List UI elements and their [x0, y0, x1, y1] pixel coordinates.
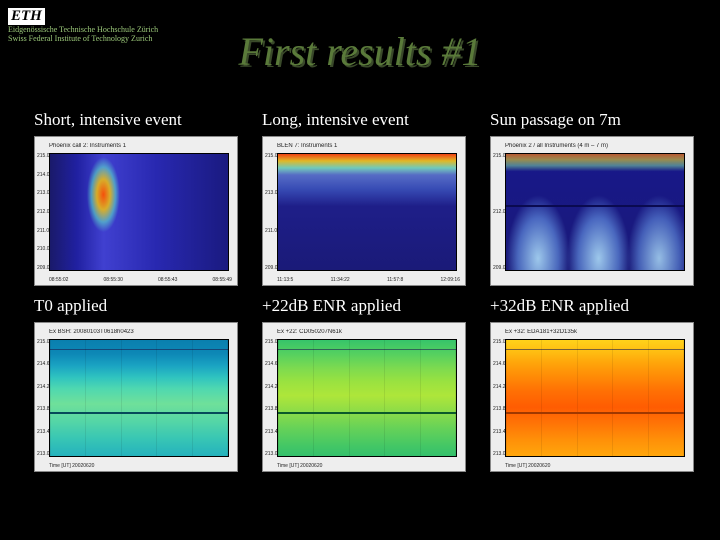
- ytick: 213.8: [265, 406, 278, 412]
- grid-line: [278, 349, 456, 350]
- ytick: 213.0: [493, 451, 506, 457]
- xaxis-32db: Time [UT] 20020620: [505, 463, 688, 469]
- plot-title-t0: Ex BSH: 20080103T0618h0423: [49, 329, 232, 337]
- spectrogram-short: [49, 153, 229, 271]
- ytick: 209.0: [493, 265, 506, 271]
- plot-title-long: BLEN 7: Instruments 1: [277, 143, 460, 151]
- plot-title-22db: Ex +22: CD050207N61k: [277, 329, 460, 337]
- cell-22db: +22dB ENR applied Ex +22: CD050207N61k 2…: [262, 296, 466, 472]
- ytick: 209.0: [265, 265, 278, 271]
- yaxis-long: 215.0 213.0 211.0 209.0: [265, 153, 278, 271]
- ytick: 213.0: [37, 190, 50, 196]
- ytick: 215.0: [493, 339, 506, 345]
- xtick: [505, 277, 506, 283]
- plot-frame-22db: Ex +22: CD050207N61k 215.0 214.6 214.2 2…: [262, 322, 466, 472]
- spectrogram-sun: [505, 153, 685, 271]
- caption-22db: +22dB ENR applied: [262, 296, 466, 316]
- ytick: 214.2: [493, 384, 506, 390]
- ytick: 214.2: [265, 384, 278, 390]
- ytick: 213.0: [37, 451, 50, 457]
- xtick: 11:13:5: [277, 277, 293, 283]
- cell-short-event: Short, intensive event Phoenix call 2: I…: [34, 110, 238, 286]
- plot-frame-long: BLEN 7: Instruments 1 215.0 213.0 211.0 …: [262, 136, 466, 286]
- xtick: 08:55:43: [158, 277, 177, 283]
- plot-grid: Short, intensive event Phoenix call 2: I…: [34, 110, 694, 472]
- page-title: First results #1: [0, 28, 720, 75]
- ytick: 213.0: [265, 451, 278, 457]
- ytick: 213.8: [493, 406, 506, 412]
- ytick: 213.0: [265, 190, 278, 196]
- ytick: 211.0: [37, 228, 50, 234]
- xtick: 11:34:22: [331, 277, 350, 283]
- xtick: 12:09:16: [441, 277, 460, 283]
- cell-t0: T0 applied Ex BSH: 20080103T0618h0423 21…: [34, 296, 238, 472]
- cell-sun-passage: Sun passage on 7m Phoenix 2 / all Instru…: [490, 110, 694, 286]
- yaxis-t0: 215.0 214.6 214.2 213.8 213.4 213.0: [37, 339, 50, 457]
- xaxis-long: 11:13:5 11:34:22 11:57:8 12:09:16: [277, 277, 460, 283]
- caption-short: Short, intensive event: [34, 110, 238, 130]
- ytick: 215.0: [265, 153, 278, 159]
- ytick: 213.4: [37, 429, 50, 435]
- xtick: Time [UT] 20020620: [277, 463, 322, 469]
- yaxis-32db: 215.0 214.6 214.2 213.8 213.4 213.0: [493, 339, 506, 457]
- spectrogram-long: [277, 153, 457, 271]
- ytick: 214.6: [265, 361, 278, 367]
- ytick: 214.2: [37, 384, 50, 390]
- xtick: Time [UT] 20020620: [49, 463, 94, 469]
- ytick: 211.0: [265, 228, 278, 234]
- ytick: 212.0: [493, 209, 506, 215]
- plot-title-sun: Phoenix 2 / all Instruments (4 m – 7 m): [505, 143, 688, 151]
- ytick: 215.0: [37, 153, 50, 159]
- plot-title-32db: Ex +32: EDA181+32D135k: [505, 329, 688, 337]
- ytick: 215.0: [37, 339, 50, 345]
- xaxis-22db: Time [UT] 20020620: [277, 463, 460, 469]
- ytick: 209.0: [37, 265, 50, 271]
- spectrogram-32db: [505, 339, 685, 457]
- xtick: 08:55:49: [213, 277, 232, 283]
- yaxis-short: 215.0 214.0 213.0 212.0 211.0 210.0 209.…: [37, 153, 50, 271]
- ytick: 214.6: [37, 361, 50, 367]
- ytick: 212.0: [37, 209, 50, 215]
- grid-line: [50, 349, 228, 350]
- xaxis-short: 08:55:02 08:55:30 08:55:43 08:55:49: [49, 277, 232, 283]
- xaxis-t0: Time [UT] 20020620: [49, 463, 232, 469]
- cell-long-event: Long, intensive event BLEN 7: Instrument…: [262, 110, 466, 286]
- xtick: Time [UT] 20020620: [505, 463, 550, 469]
- ytick: 214.0: [37, 172, 50, 178]
- spectrogram-t0: [49, 339, 229, 457]
- ytick: 215.0: [493, 153, 506, 159]
- cell-32db: +32dB ENR applied Ex +32: EDA181+32D135k…: [490, 296, 694, 472]
- vgrid: [506, 340, 684, 456]
- xtick: 08:55:30: [104, 277, 123, 283]
- ytick: 215.0: [265, 339, 278, 345]
- xtick: 08:55:02: [49, 277, 68, 283]
- grid-line: [506, 349, 684, 350]
- caption-sun: Sun passage on 7m: [490, 110, 694, 130]
- plot-frame-sun: Phoenix 2 / all Instruments (4 m – 7 m) …: [490, 136, 694, 286]
- plot-frame-t0: Ex BSH: 20080103T0618h0423 215.0 214.6 2…: [34, 322, 238, 472]
- caption-long: Long, intensive event: [262, 110, 466, 130]
- yaxis-sun: 215.0 212.0 209.0: [493, 153, 506, 271]
- yaxis-22db: 215.0 214.6 214.2 213.8 213.4 213.0: [265, 339, 278, 457]
- vgrid: [50, 340, 228, 456]
- caption-t0: T0 applied: [34, 296, 238, 316]
- xaxis-sun: [505, 277, 688, 283]
- ytick: 210.0: [37, 246, 50, 252]
- vgrid: [278, 340, 456, 456]
- ytick: 213.4: [493, 429, 506, 435]
- eth-logo: ETH: [8, 8, 45, 25]
- ytick: 213.4: [265, 429, 278, 435]
- ytick: 214.6: [493, 361, 506, 367]
- xtick: 11:57:8: [387, 277, 403, 283]
- caption-32db: +32dB ENR applied: [490, 296, 694, 316]
- plot-frame-32db: Ex +32: EDA181+32D135k 215.0 214.6 214.2…: [490, 322, 694, 472]
- ytick: 213.8: [37, 406, 50, 412]
- plot-title-short: Phoenix call 2: Instruments 1: [49, 143, 232, 151]
- spectrogram-22db: [277, 339, 457, 457]
- plot-frame-short: Phoenix call 2: Instruments 1 215.0 214.…: [34, 136, 238, 286]
